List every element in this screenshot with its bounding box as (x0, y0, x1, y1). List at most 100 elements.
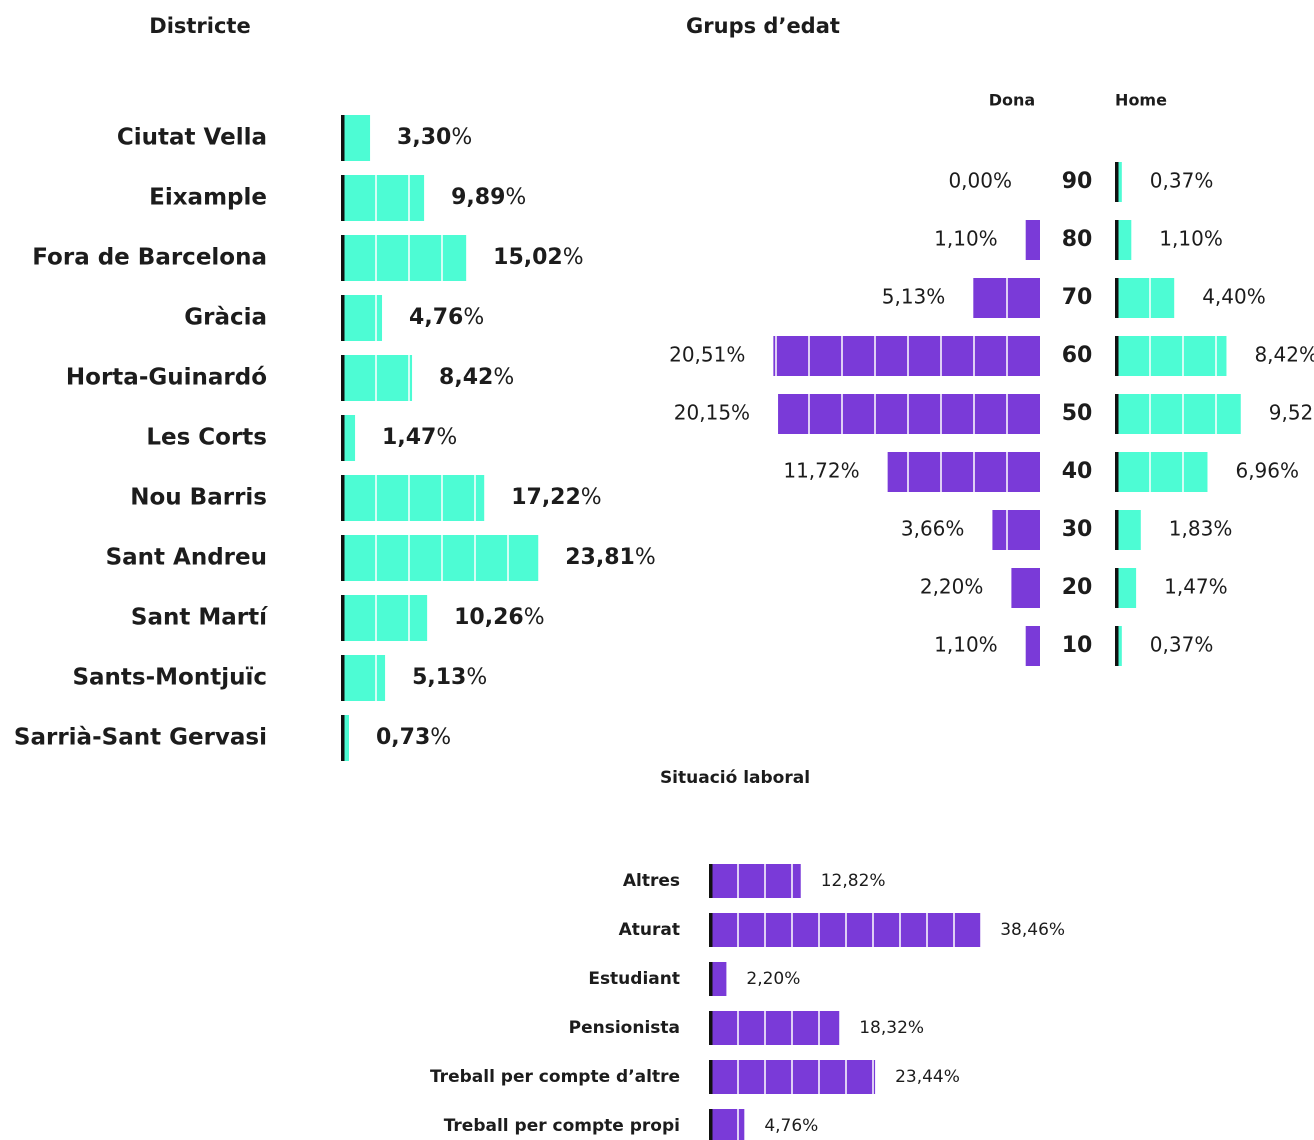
value-label: 5,13% (882, 285, 946, 309)
bar-baseline (709, 1011, 713, 1045)
value-label: 6,96% (1235, 459, 1299, 483)
bar (1117, 220, 1132, 260)
bar (1117, 452, 1208, 492)
bar (343, 415, 356, 461)
bar-baseline (341, 595, 345, 641)
bar (1117, 510, 1141, 550)
category-label: Pensionista (569, 1018, 680, 1038)
category-label: Ciutat Vella (117, 125, 267, 151)
bar-baseline (709, 962, 713, 996)
value-label: 12,82% (821, 871, 886, 891)
bar (711, 1011, 840, 1045)
bar-baseline (1115, 162, 1119, 202)
category-label: Eixample (149, 185, 267, 211)
value-label: 9,89% (451, 185, 526, 210)
value-label: 1,47% (1164, 575, 1228, 599)
category-label: 10 (1062, 633, 1093, 658)
bar (343, 535, 539, 581)
bar-baseline (709, 864, 713, 898)
bar-baseline (341, 295, 345, 341)
bar (778, 394, 1040, 434)
category-label: 50 (1062, 401, 1093, 426)
category-label: Horta-Guinardó (66, 365, 267, 391)
value-label: 18,32% (859, 1018, 924, 1038)
category-label: Altres (623, 871, 680, 891)
value-label: 38,46% (1000, 920, 1065, 940)
category-label: 60 (1062, 343, 1093, 368)
bar-baseline (1115, 336, 1119, 376)
value-label: 1,10% (934, 633, 998, 657)
bar (1117, 162, 1122, 202)
category-label: Treball per compte d’altre (430, 1067, 680, 1087)
bar (343, 175, 425, 221)
bar (343, 595, 428, 641)
bar (1025, 220, 1040, 260)
chart-title: Grups d’edat (686, 14, 840, 38)
bar-baseline (341, 475, 345, 521)
bar-baseline (341, 175, 345, 221)
value-label: 11,72% (783, 459, 859, 483)
bar (711, 1109, 745, 1140)
bar-baseline (341, 415, 345, 461)
category-label: Sarrià-Sant Gervasi (14, 725, 267, 751)
bar-baseline (341, 535, 345, 581)
category-label: Sant Martí (131, 605, 268, 631)
bar (1117, 568, 1137, 608)
value-label: 1,10% (934, 227, 998, 251)
category-label: 40 (1062, 459, 1093, 484)
category-label: 20 (1062, 575, 1093, 600)
category-label: Estudiant (588, 969, 680, 989)
category-label: 30 (1062, 517, 1093, 542)
category-label: Nou Barris (130, 485, 267, 511)
bar (1025, 626, 1040, 666)
category-label: Les Corts (146, 425, 267, 451)
bar (1117, 626, 1122, 666)
bar (343, 655, 386, 701)
legend-label: Dona (989, 91, 1035, 110)
category-label: 80 (1062, 227, 1093, 252)
bar-baseline (341, 655, 345, 701)
value-label: 4,76% (764, 1116, 818, 1136)
bar (711, 864, 801, 898)
value-label: 0,37% (1150, 633, 1214, 657)
value-label: 10,26% (454, 605, 544, 630)
bar (711, 1060, 876, 1094)
bar-baseline (1115, 626, 1119, 666)
bar (343, 475, 485, 521)
value-label: 0,73% (376, 725, 451, 750)
value-label: 2,20% (746, 969, 800, 989)
bar-baseline (341, 355, 345, 401)
value-label: 20,51% (669, 343, 745, 367)
bar-baseline (1115, 394, 1119, 434)
bar (1117, 394, 1241, 434)
value-label: 8,42% (1254, 343, 1314, 367)
category-label: Sant Andreu (106, 545, 267, 571)
value-label: 0,37% (1150, 169, 1214, 193)
bar-baseline (1115, 568, 1119, 608)
bar-baseline (341, 715, 345, 761)
category-label: Treball per compte propi (444, 1116, 680, 1136)
value-label: 4,76% (409, 305, 484, 330)
bar (887, 452, 1040, 492)
value-label: 20,15% (674, 401, 750, 425)
bar-baseline (1115, 510, 1119, 550)
bar (992, 510, 1040, 550)
bar (343, 355, 413, 401)
bar-baseline (1115, 452, 1119, 492)
bar (773, 336, 1040, 376)
value-label: 1,10% (1159, 227, 1223, 251)
value-label: 1,47% (382, 425, 457, 450)
value-label: 3,30% (397, 125, 472, 150)
value-label: 1,83% (1169, 517, 1233, 541)
value-label: 15,02% (493, 245, 584, 270)
category-label: Sants-Montjuïc (72, 665, 267, 691)
bar-baseline (341, 115, 345, 161)
value-label: 4,40% (1202, 285, 1266, 309)
value-label: 9,52% (1269, 401, 1314, 425)
value-label: 17,22% (511, 485, 601, 510)
bar-baseline (709, 913, 713, 947)
category-label: Fora de Barcelona (32, 245, 267, 271)
category-label: Aturat (619, 920, 680, 940)
